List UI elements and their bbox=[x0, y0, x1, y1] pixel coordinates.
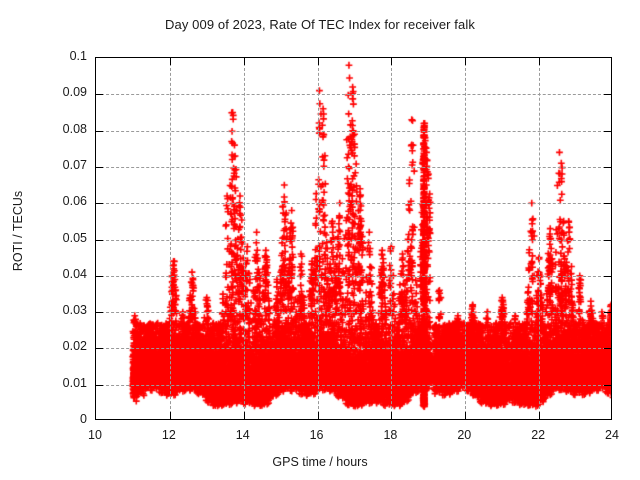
x-axis-tick-label: 10 bbox=[88, 428, 102, 442]
x-axis-tick bbox=[391, 58, 393, 65]
gridline-vertical bbox=[243, 58, 245, 419]
x-axis-tick bbox=[539, 412, 541, 419]
gridline-vertical bbox=[317, 58, 319, 419]
x-axis-title: GPS time / hours bbox=[272, 455, 368, 469]
y-axis-tick-label: 0.06 bbox=[62, 194, 87, 209]
x-axis-tick-label: 18 bbox=[383, 428, 398, 442]
y-axis-tick-label: 0.07 bbox=[62, 157, 87, 172]
x-axis-tick bbox=[465, 412, 467, 419]
x-axis-tick bbox=[539, 58, 541, 65]
x-axis-tick bbox=[243, 412, 245, 419]
x-axis-tick-label: 12 bbox=[161, 428, 176, 442]
gridline-horizontal bbox=[96, 130, 611, 132]
x-axis-tick-label: 16 bbox=[309, 428, 324, 442]
plot-area bbox=[95, 57, 612, 420]
gridline-horizontal bbox=[96, 94, 611, 96]
x-axis-tick bbox=[317, 58, 319, 65]
x-axis-tick bbox=[169, 412, 171, 419]
y-axis-tick-label: 0.02 bbox=[62, 339, 87, 354]
x-axis-tick bbox=[317, 412, 319, 419]
x-axis-tick bbox=[243, 58, 245, 65]
y-axis-tick bbox=[96, 130, 103, 132]
gridline-vertical bbox=[465, 58, 467, 419]
y-axis-tick bbox=[604, 348, 611, 350]
gridline-horizontal bbox=[96, 203, 611, 205]
y-axis-tick bbox=[96, 312, 103, 314]
y-axis-tick-label: 0.04 bbox=[62, 266, 87, 281]
y-axis-tick-label: 0.05 bbox=[62, 230, 87, 245]
scatter-plot-canvas bbox=[96, 58, 611, 419]
y-axis-tick bbox=[604, 166, 611, 168]
gridline-horizontal bbox=[96, 239, 611, 241]
y-axis-tick-label: 0.09 bbox=[62, 85, 87, 100]
y-axis-tick-label: 0.01 bbox=[62, 375, 87, 390]
y-axis-tick bbox=[604, 203, 611, 205]
y-axis-tick bbox=[604, 384, 611, 386]
gridline-horizontal bbox=[96, 166, 611, 168]
y-axis-tick bbox=[604, 275, 611, 277]
y-axis-tick bbox=[604, 239, 611, 241]
gridline-vertical bbox=[391, 58, 393, 419]
y-axis-tick-label: 0.03 bbox=[62, 303, 87, 318]
gridline-vertical bbox=[169, 58, 171, 419]
gridline-horizontal bbox=[96, 312, 611, 314]
y-axis-tick bbox=[96, 203, 103, 205]
page-title: Day 009 of 2023, Rate Of TEC Index for r… bbox=[165, 17, 475, 32]
y-axis-tick bbox=[96, 275, 103, 277]
gridline-horizontal bbox=[96, 348, 611, 350]
gridline-vertical bbox=[539, 58, 541, 419]
gridline-horizontal bbox=[96, 275, 611, 277]
y-axis-tick bbox=[96, 384, 103, 386]
y-axis-tick bbox=[604, 130, 611, 132]
x-axis-tick bbox=[465, 58, 467, 65]
y-axis-tick bbox=[96, 94, 103, 96]
y-axis-tick-label: 0.1 bbox=[69, 49, 87, 63]
y-axis-tick bbox=[604, 94, 611, 96]
x-axis-tick-label: 20 bbox=[457, 428, 472, 442]
y-axis-tick-label: 0 bbox=[80, 412, 87, 426]
x-axis-tick bbox=[169, 58, 171, 65]
y-axis-tick-label: 0.08 bbox=[62, 121, 87, 136]
x-axis-tick-label: 14 bbox=[235, 428, 250, 442]
y-axis-tick bbox=[604, 312, 611, 314]
y-axis-tick bbox=[96, 166, 103, 168]
y-axis-tick bbox=[96, 348, 103, 350]
x-axis-tick bbox=[391, 412, 393, 419]
y-axis-tick bbox=[96, 239, 103, 241]
x-axis-tick-label: 22 bbox=[531, 428, 546, 442]
x-axis-tick-label: 24 bbox=[605, 428, 619, 442]
gridline-horizontal bbox=[96, 384, 611, 386]
